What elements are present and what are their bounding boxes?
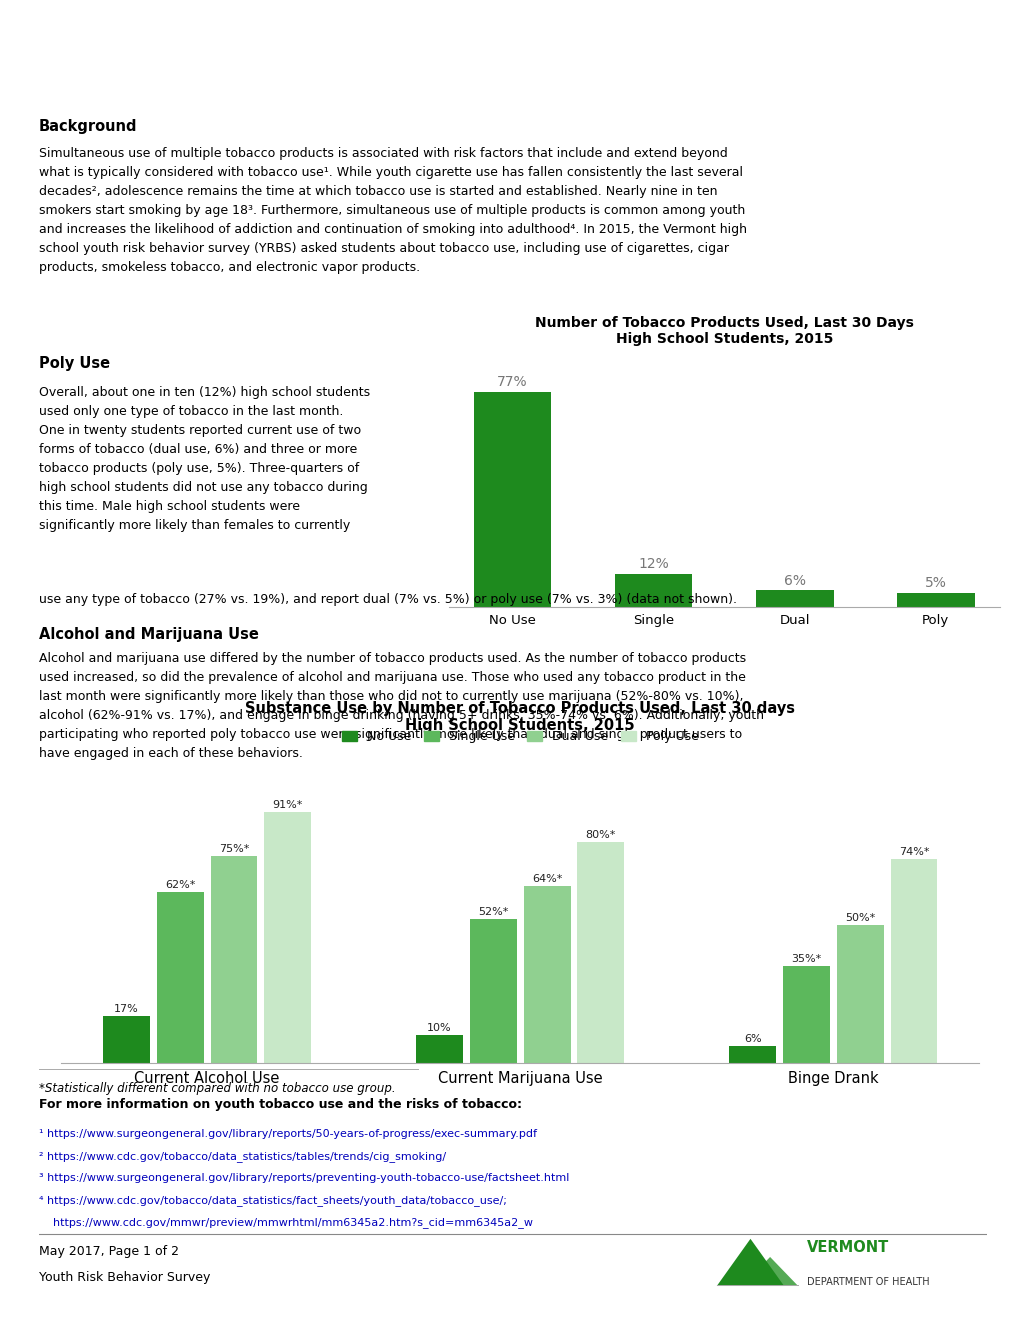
Text: 77%: 77% (497, 375, 528, 389)
Text: 62%*: 62%* (165, 879, 196, 890)
Text: 64%*: 64%* (531, 874, 561, 884)
Text: Alcohol and marijuana use differed by the number of tobacco products used. As th: Alcohol and marijuana use differed by th… (39, 652, 763, 760)
Bar (836, 925, 882, 1063)
Text: 10%: 10% (427, 1023, 451, 1032)
Bar (614, 574, 692, 607)
Text: 80%*: 80%* (585, 830, 615, 840)
Bar (890, 859, 936, 1063)
Polygon shape (716, 1238, 784, 1286)
Text: Simultaneous use of multiple tobacco products is associated with risk factors th: Simultaneous use of multiple tobacco pro… (39, 147, 746, 273)
Text: ³ https://www.surgeongeneral.gov/library/reports/preventing-youth-tobacco-use/fa: ³ https://www.surgeongeneral.gov/library… (39, 1173, 569, 1183)
Bar (157, 892, 204, 1063)
Text: ² https://www.cdc.gov/tobacco/data_statistics/tables/trends/cig_smoking/: ² https://www.cdc.gov/tobacco/data_stati… (39, 1151, 445, 1162)
Text: Youth Risk Behavior Survey: Youth Risk Behavior Survey (39, 1271, 210, 1284)
Title: Number of Tobacco Products Used, Last 30 Days
High School Students, 2015: Number of Tobacco Products Used, Last 30… (534, 315, 913, 346)
Bar (210, 855, 257, 1063)
Text: Multiple and Simultaneous Tobacco Use and Other Risk: Multiple and Simultaneous Tobacco Use an… (176, 20, 843, 40)
Bar (103, 1016, 150, 1063)
Polygon shape (742, 1257, 797, 1286)
Text: 5%: 5% (924, 577, 946, 590)
Bar (416, 1035, 463, 1063)
Text: Alcohol and Marijuana Use: Alcohol and Marijuana Use (39, 627, 259, 642)
Text: 2015 Vermont Youth Risk Behavior Survey: 2015 Vermont Youth Risk Behavior Survey (303, 87, 716, 104)
Text: May 2017, Page 1 of 2: May 2017, Page 1 of 2 (39, 1245, 178, 1258)
Text: DEPARTMENT OF HEALTH: DEPARTMENT OF HEALTH (806, 1278, 928, 1287)
Bar (896, 593, 973, 607)
Bar (523, 886, 570, 1063)
Text: 52%*: 52%* (478, 907, 508, 917)
Bar (755, 590, 833, 607)
Text: 50%*: 50%* (845, 912, 874, 923)
Text: Background: Background (39, 119, 138, 133)
Text: Poly Use: Poly Use (39, 356, 110, 371)
Legend: No Use, Single Use, Dual Use, Poly Use: No Use, Single Use, Dual Use, Poly Use (336, 726, 703, 748)
Text: use any type of tobacco (27% vs. 19%), and report dual (7% vs. 5%) or poly use (: use any type of tobacco (27% vs. 19%), a… (39, 593, 736, 606)
Text: 12%: 12% (638, 557, 668, 570)
Text: Behaviors Among High School Students: Behaviors Among High School Students (270, 51, 749, 73)
Text: 74%*: 74%* (898, 846, 928, 857)
Bar (577, 842, 624, 1063)
Text: ⁴ https://www.cdc.gov/tobacco/data_statistics/fact_sheets/youth_data/tobacco_use: ⁴ https://www.cdc.gov/tobacco/data_stati… (39, 1195, 506, 1206)
Text: https://www.cdc.gov/mmwr/preview/mmwrhtml/mm6345a2.htm?s_cid=mm6345a2_w: https://www.cdc.gov/mmwr/preview/mmwrhtm… (39, 1217, 532, 1229)
Title: Substance Use by Number of Tobacco Products Used, Last 30 days
High School Stude: Substance Use by Number of Tobacco Produ… (245, 701, 795, 733)
Bar (474, 392, 551, 607)
Text: VERMONT: VERMONT (806, 1239, 888, 1255)
Text: 35%*: 35%* (791, 954, 820, 964)
Bar (783, 966, 829, 1063)
Text: 17%: 17% (114, 1003, 139, 1014)
Text: 6%: 6% (743, 1034, 761, 1044)
Text: Overall, about one in ten (12%) high school students
used only one type of tobac: Overall, about one in ten (12%) high sch… (39, 387, 370, 532)
Text: 75%*: 75%* (218, 843, 249, 854)
Text: 91%*: 91%* (272, 800, 303, 809)
Bar (264, 812, 311, 1063)
Text: *Statistically different compared with no tobacco use group.: *Statistically different compared with n… (39, 1082, 395, 1096)
Text: ¹ https://www.surgeongeneral.gov/library/reports/50-years-of-progress/exec-summa: ¹ https://www.surgeongeneral.gov/library… (39, 1129, 536, 1139)
Text: For more information on youth tobacco use and the risks of tobacco:: For more information on youth tobacco us… (39, 1098, 522, 1111)
Bar (729, 1045, 775, 1063)
Bar (470, 919, 517, 1063)
Text: 6%: 6% (783, 574, 805, 587)
